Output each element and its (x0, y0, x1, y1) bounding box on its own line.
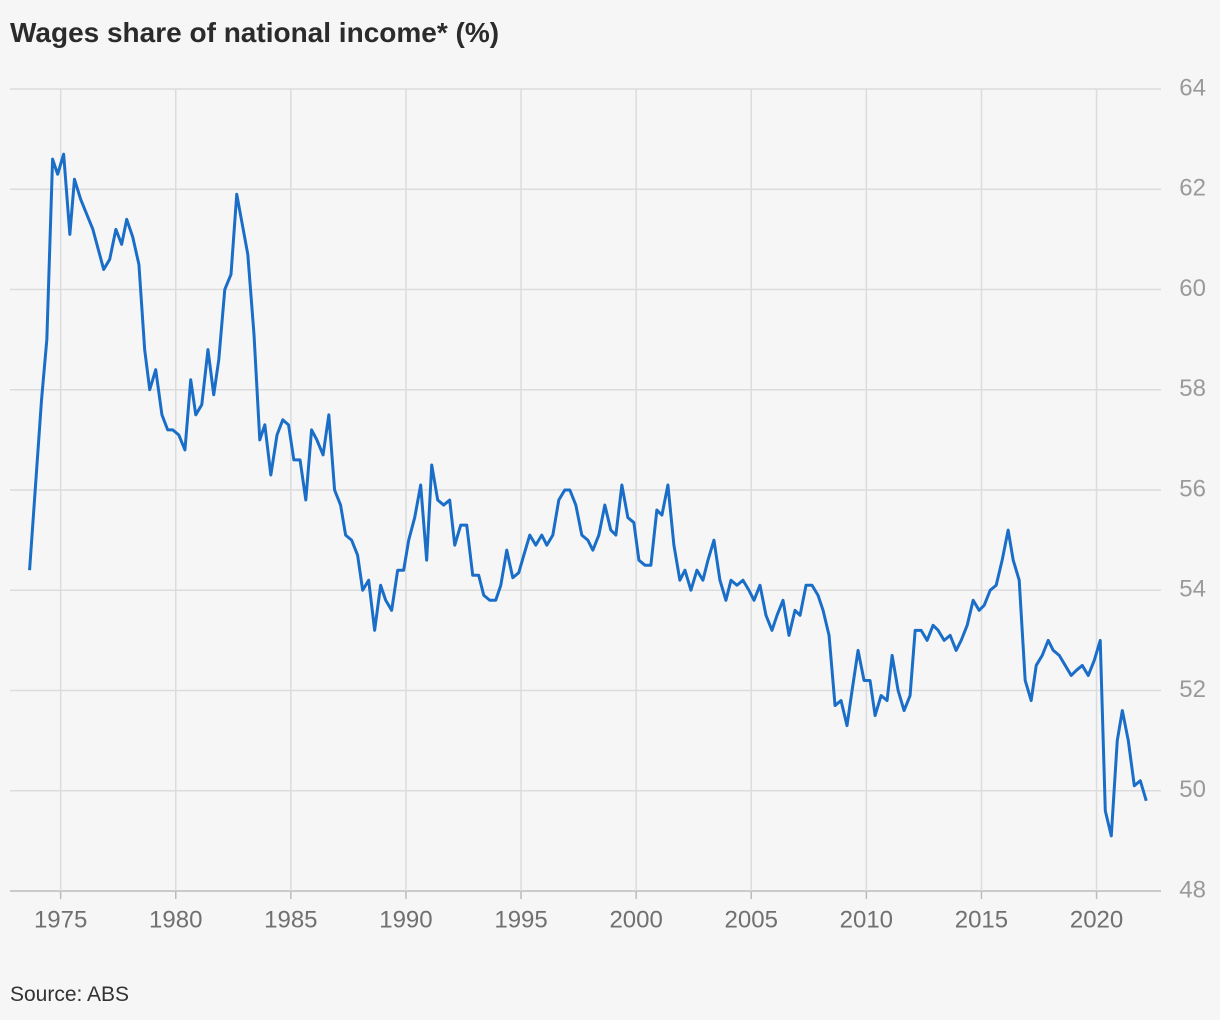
source: Source: ABS (10, 983, 129, 1006)
y-tick-label: 54 (1179, 576, 1206, 603)
y-tick-label: 58 (1179, 375, 1206, 402)
x-tick-label: 2020 (1070, 906, 1123, 933)
x-tick-label: 1980 (149, 906, 202, 933)
x-tick-label: 1990 (379, 906, 432, 933)
x-tick-label: 2000 (609, 906, 662, 933)
y-tick-label: 48 (1179, 876, 1206, 903)
x-tick-label: 2010 (840, 906, 893, 933)
y-tick-label: 50 (1179, 776, 1206, 803)
y-tick-label: 62 (1179, 175, 1206, 202)
x-tick-label: 2015 (955, 906, 1008, 933)
y-tick-label: 52 (1179, 676, 1206, 703)
y-tick-label: 64 (1179, 74, 1206, 101)
y-tick-label: 60 (1179, 275, 1206, 302)
x-tick-label: 1975 (34, 906, 87, 933)
x-tick-label: 2005 (725, 906, 778, 933)
data-line (28, 152, 1148, 838)
y-tick-label: 56 (1179, 475, 1206, 502)
chart-title: Wages share of national income* (%) (10, 17, 499, 48)
x-tick-label: 1995 (494, 906, 547, 933)
x-tick-label: 1985 (264, 906, 317, 933)
